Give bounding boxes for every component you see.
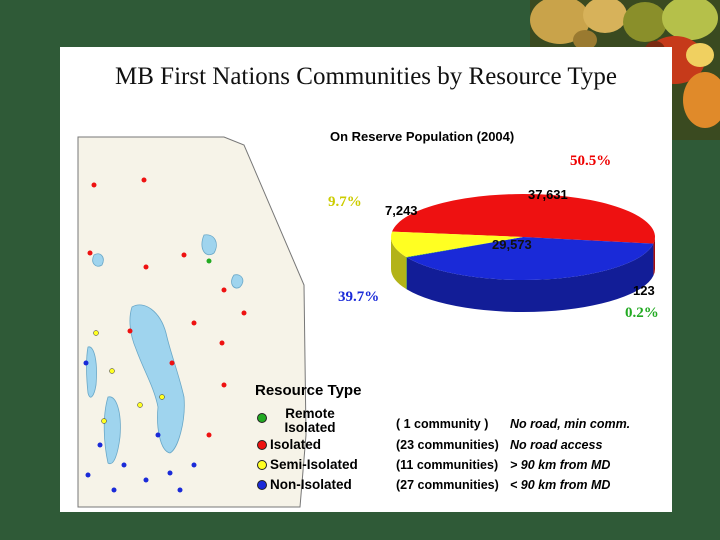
legend-count-non-isolated: (27 communities) xyxy=(396,478,499,492)
legend-label-non-isolated: Non-Isolated xyxy=(270,477,352,492)
legend-count-semi-isolated: (11 communities) xyxy=(396,458,499,472)
percent-label-isolated: 50.5% xyxy=(570,153,612,169)
community-markers xyxy=(83,177,247,493)
chart-title: On Reserve Population (2004) xyxy=(330,129,515,144)
legend-desc-semi-isolated: > 90 km from MD xyxy=(510,458,611,472)
legend-count-remote-isolated: ( 1 community ) xyxy=(396,417,489,431)
pie-side-non-isolated xyxy=(406,243,654,313)
lake-winnipegosis xyxy=(86,346,97,398)
legend-dot-semi-isolated xyxy=(257,460,267,470)
percent-label-semi-isolated: 9.7% xyxy=(328,194,362,210)
percent-label-non-isolated: 39.7% xyxy=(338,289,380,305)
value-label-semi-isolated: 7,243 xyxy=(385,203,418,218)
legend-dot-isolated xyxy=(257,440,267,450)
legend-desc-non-isolated: < 90 km from MD xyxy=(510,478,611,492)
value-label-non-isolated: 29,573 xyxy=(492,237,532,252)
percent-label-remote-isolated: 0.2% xyxy=(625,305,659,321)
legend-label-semi-isolated: Semi-Isolated xyxy=(270,457,358,472)
pie-side-remote-isolated xyxy=(406,257,407,290)
legend-dot-non-isolated xyxy=(257,480,267,490)
manitoba-map xyxy=(77,136,307,508)
legend-desc-isolated: No road access xyxy=(510,438,603,452)
pie-side-isolated xyxy=(653,237,655,276)
value-label-isolated: 37,631 xyxy=(528,187,568,202)
legend-dot-remote-isolated xyxy=(257,413,267,423)
legend-title: Resource Type xyxy=(255,382,362,399)
value-label-remote-isolated: 123 xyxy=(633,283,655,298)
slide-title: MB First Nations Communities by Resource… xyxy=(115,63,617,90)
legend-label-remote-isolated: Remote Isolated xyxy=(284,406,336,435)
legend-desc-remote-isolated: No road, min comm. xyxy=(510,417,631,431)
lake-winnipeg xyxy=(129,304,185,454)
lake-manitoba xyxy=(103,396,121,465)
legend-count-isolated: (23 communities) xyxy=(396,438,499,452)
northern-lakes xyxy=(92,234,244,289)
slide: MB First Nations Communities by Resource… xyxy=(60,47,672,512)
legend-label-isolated: Isolated xyxy=(270,437,322,452)
pie-side-semi-isolated xyxy=(391,237,407,290)
